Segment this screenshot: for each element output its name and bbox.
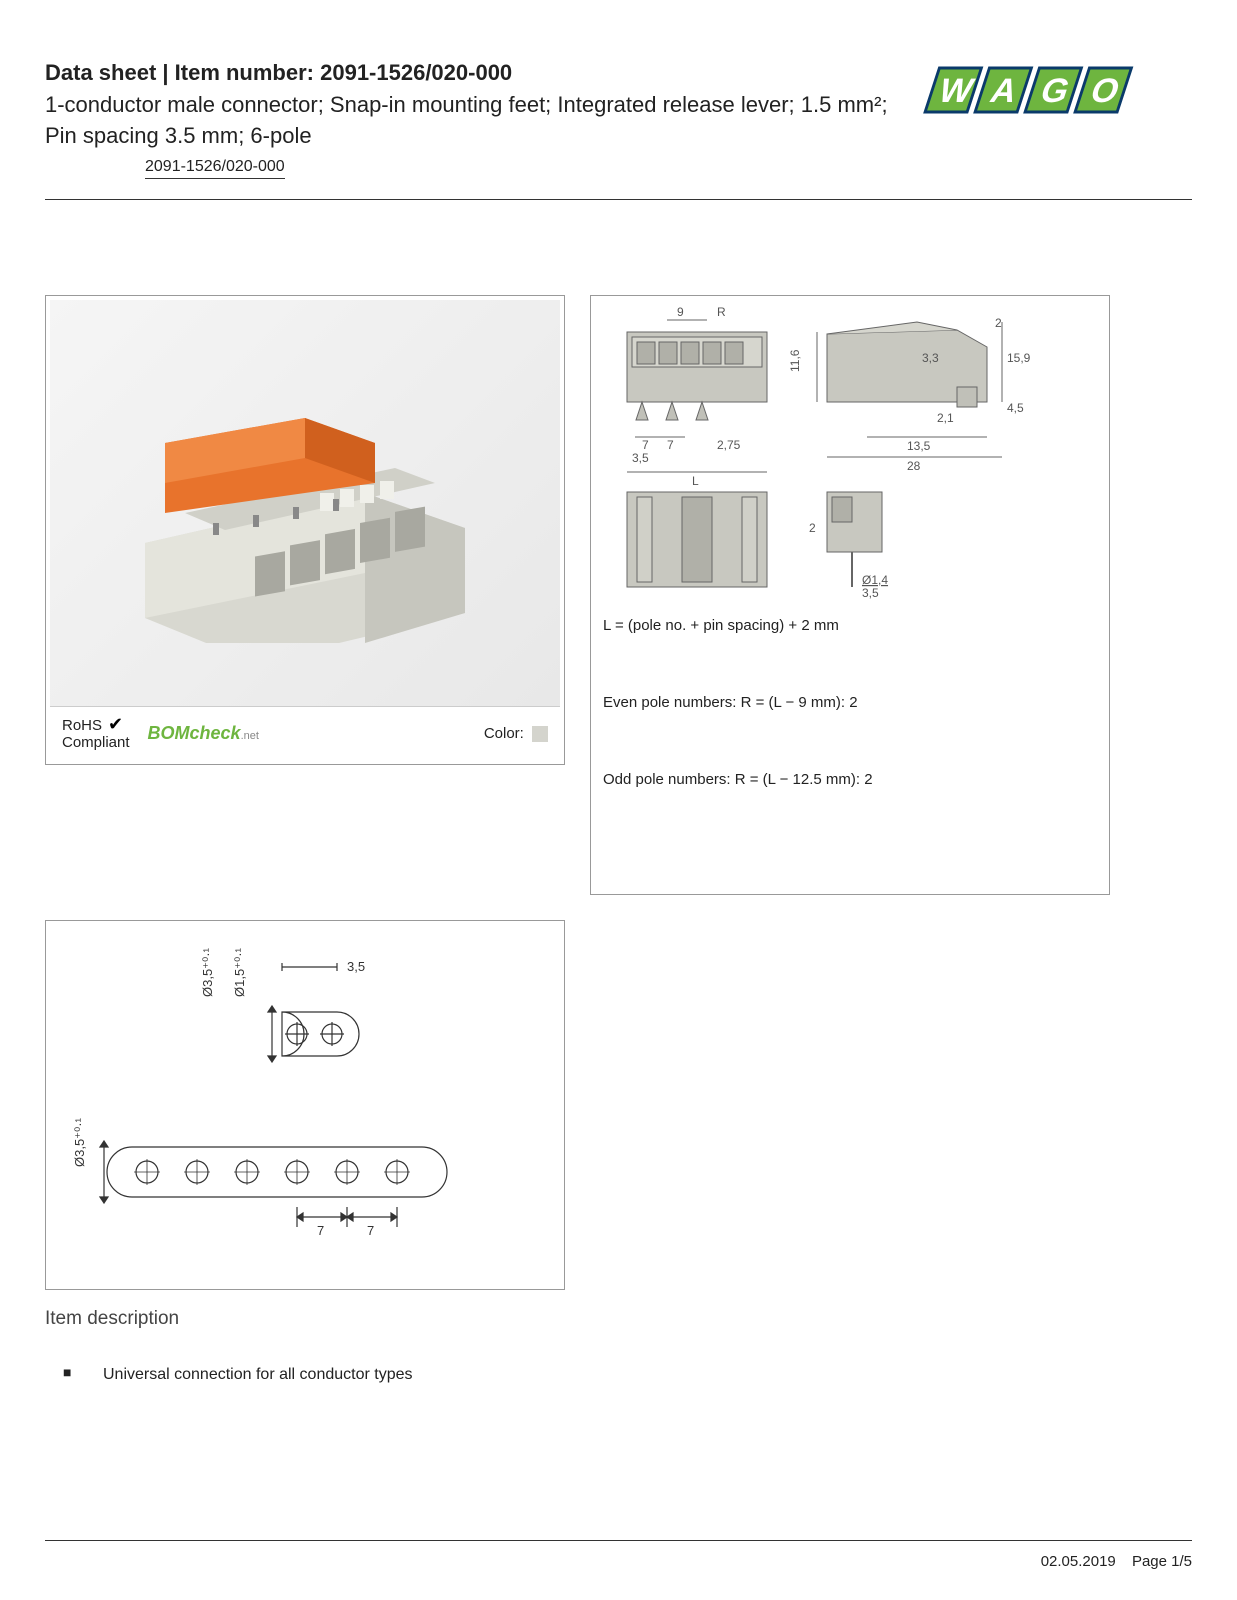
svg-text:4,5: 4,5: [1007, 401, 1024, 415]
svg-text:11,6: 11,6: [788, 349, 802, 372]
svg-text:2: 2: [995, 316, 1002, 330]
formula-odd: Odd pole numbers: R = (L − 12.5 mm): 2: [597, 761, 1103, 798]
technical-drawing-panel: 9 R 7 7 3,5 2,75 L 2 11,6: [590, 295, 1110, 895]
svg-text:28: 28: [907, 459, 921, 473]
svg-text:R: R: [717, 305, 726, 319]
product-image-panel: RoHS✔Compliant BOMcheck.net Color:: [45, 295, 565, 765]
product-image: [50, 300, 560, 707]
drill-pattern-panel: Ø3,5⁺⁰·¹ Ø1,5⁺⁰·¹ 3,5: [45, 920, 565, 1290]
svg-text:3,5: 3,5: [632, 451, 649, 465]
page-footer: 02.05.2019 Page 1/5: [45, 1540, 1192, 1570]
color-label: Color:: [484, 725, 548, 742]
svg-text:7: 7: [667, 438, 674, 452]
svg-text:2,1: 2,1: [937, 411, 954, 425]
main-grid: RoHS✔Compliant BOMcheck.net Color:: [45, 295, 1192, 1290]
footer-date: 02.05.2019: [1041, 1553, 1116, 1570]
formula-L: L = (pole no. + pin spacing) + 2 mm: [597, 607, 1103, 644]
datasheet-title: Data sheet | Item number: 2091-1526/020-…: [45, 60, 912, 86]
rohs-label: RoHS✔Compliant: [62, 715, 130, 751]
color-swatch: [532, 726, 548, 742]
footer-page: Page 1/5: [1132, 1553, 1192, 1570]
svg-text:Ø1,5⁺⁰·¹: Ø1,5⁺⁰·¹: [232, 947, 247, 997]
title-item-number: 2091-1526/020-000: [320, 60, 512, 85]
svg-text:7: 7: [367, 1223, 374, 1238]
svg-text:Ø1,4: Ø1,4: [862, 573, 888, 587]
svg-text:13,5: 13,5: [907, 439, 931, 453]
drill-pattern-drawing: Ø3,5⁺⁰·¹ Ø1,5⁺⁰·¹ 3,5: [52, 927, 552, 1277]
svg-text:15,9: 15,9: [1007, 351, 1031, 365]
connector-rendering: [105, 363, 505, 643]
description-item: Universal connection for all conductor t…: [63, 1358, 1192, 1392]
formula-even: Even pole numbers: R = (L − 9 mm): 2: [597, 684, 1103, 721]
svg-text:7: 7: [317, 1223, 324, 1238]
svg-text:3,3: 3,3: [922, 351, 939, 365]
svg-text:3,5: 3,5: [347, 959, 365, 974]
item-description-heading: Item description: [45, 1308, 1192, 1330]
check-icon: ✔: [108, 714, 123, 734]
wago-logo: W A G O: [912, 60, 1192, 120]
svg-text:Ø3,5⁺⁰·¹: Ø3,5⁺⁰·¹: [200, 947, 215, 997]
svg-text:3,5: 3,5: [862, 586, 879, 600]
svg-text:2: 2: [809, 521, 816, 535]
item-code-link[interactable]: 2091-1526/020-000: [145, 158, 285, 179]
svg-text:7: 7: [642, 438, 649, 452]
item-description-list: Universal connection for all conductor t…: [45, 1358, 1192, 1392]
svg-text:9: 9: [677, 305, 684, 319]
title-prefix: Data sheet | Item number:: [45, 60, 320, 85]
header-left: Data sheet | Item number: 2091-1526/020-…: [45, 60, 912, 179]
bomcheck-label: BOMcheck.net: [148, 723, 259, 744]
svg-text:Ø3,5⁺⁰·¹: Ø3,5⁺⁰·¹: [72, 1117, 87, 1167]
datasheet-subtitle: 1-conductor male connector; Snap-in moun…: [45, 90, 912, 152]
svg-text:L: L: [692, 474, 699, 488]
technical-drawing: 9 R 7 7 3,5 2,75 L 2 11,6: [597, 302, 1097, 602]
svg-text:2,75: 2,75: [717, 438, 741, 452]
header: Data sheet | Item number: 2091-1526/020-…: [45, 60, 1192, 200]
compliance-row: RoHS✔Compliant BOMcheck.net Color:: [50, 706, 560, 759]
